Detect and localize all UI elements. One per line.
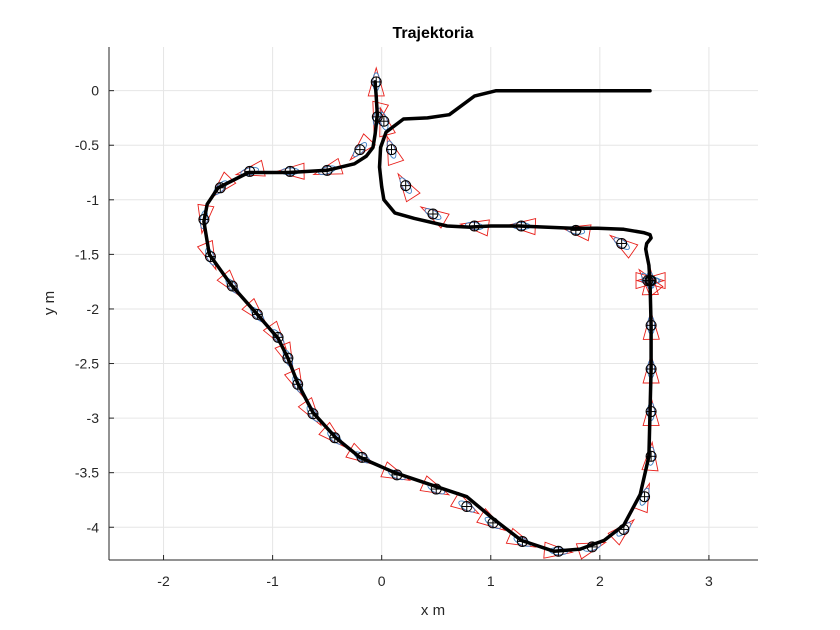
y-tick-label: -3.5: [75, 465, 99, 481]
robot-pose-triangle: [196, 239, 217, 271]
robot-pose-triangle: [297, 396, 322, 427]
uncertainty-ellipse: [458, 500, 476, 513]
robot-pose-triangle: [262, 320, 288, 351]
uncertainty-ellipse: [399, 177, 412, 194]
robot-pose-triangle: [608, 234, 639, 259]
robot-pose-triangle: [318, 421, 347, 449]
y-tick-label: -0.5: [75, 137, 99, 153]
robot-pose-triangle: [575, 541, 608, 560]
robot-pose-triangle: [386, 134, 405, 167]
y-tick-label: -3: [87, 410, 100, 426]
y-tick-label: -2.5: [75, 356, 99, 372]
uncertainty-ellipse: [424, 208, 442, 220]
x-tick-label: -1: [266, 573, 279, 589]
plot-area: [108, 47, 758, 561]
uncertainty-ellipse: [240, 166, 259, 176]
y-axis-label: y m: [41, 291, 58, 315]
x-axis-label: x m: [421, 602, 445, 619]
y-ticks: 0 -0.5 -1 -1.5 -2 -2.5 -3 -3.5 -4: [75, 83, 114, 535]
robot-pose-triangle: [505, 527, 537, 548]
x-tick-label: 1: [487, 573, 495, 589]
marker-layer: [198, 76, 657, 557]
robot-pose-triangle: [458, 219, 490, 237]
x-tick-label: 0: [378, 573, 386, 589]
x-ticks: -2 -1 0 1 2 3: [157, 555, 713, 589]
x-tick-label: -2: [157, 573, 170, 589]
robot-pose-triangle: [419, 206, 450, 229]
x-tick-label: 2: [596, 573, 604, 589]
y-tick-label: -1.5: [75, 246, 99, 262]
uncertainty-ellipse: [352, 142, 368, 158]
robot-pose-triangle: [209, 171, 237, 200]
robot-pose-triangle: [397, 172, 421, 203]
robot-pose-triangle: [349, 133, 377, 162]
uncertainty-ellipse: [613, 237, 630, 250]
uncertainty-ellipse: [386, 140, 397, 159]
robot-pose-triangle: [372, 100, 390, 133]
y-tick-label: -2: [87, 301, 100, 317]
y-tick-label: 0: [91, 83, 99, 99]
axes-background: [109, 47, 758, 560]
y-tick-label: -4: [87, 519, 100, 535]
y-tick-label: -1: [87, 192, 100, 208]
x-tick-label: 3: [705, 573, 713, 589]
chart-title: Trajektoria: [393, 25, 474, 42]
robot-pose-triangle: [449, 491, 481, 515]
